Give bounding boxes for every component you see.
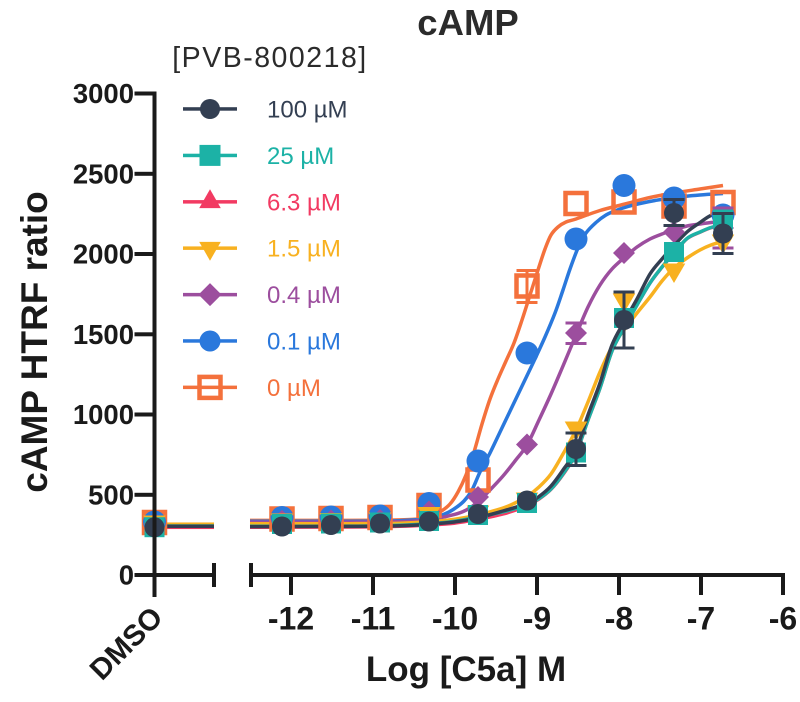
svg-text:[PVB-800218]: [PVB-800218] [172,42,367,74]
svg-text:2500: 2500 [73,158,134,189]
svg-text:cAMP HTRF ratio: cAMP HTRF ratio [14,191,55,493]
svg-text:-6: -6 [769,601,797,637]
svg-text:-9: -9 [523,601,551,637]
svg-text:0: 0 [119,560,134,591]
svg-text:500: 500 [88,479,134,510]
svg-text:Log [C5a] M: Log [C5a] M [366,650,566,689]
svg-text:cAMP: cAMP [417,2,518,43]
svg-text:-12: -12 [268,601,314,637]
svg-text:-10: -10 [432,601,478,637]
svg-text:0 µM: 0 µM [267,375,321,402]
svg-text:-7: -7 [687,601,715,637]
svg-text:100 µM: 100 µM [267,97,348,124]
svg-text:-11: -11 [351,601,395,637]
svg-text:2000: 2000 [73,239,134,270]
svg-text:0.1 µM: 0.1 µM [267,329,341,356]
svg-text:1.5 µM: 1.5 µM [267,236,341,263]
svg-text:-8: -8 [605,601,633,637]
svg-text:1000: 1000 [73,399,134,430]
svg-text:6.3 µM: 6.3 µM [267,189,341,216]
svg-text:0.4 µM: 0.4 µM [267,282,341,309]
svg-text:25 µM: 25 µM [267,143,334,170]
svg-text:1500: 1500 [73,319,134,350]
svg-text:3000: 3000 [73,78,134,109]
